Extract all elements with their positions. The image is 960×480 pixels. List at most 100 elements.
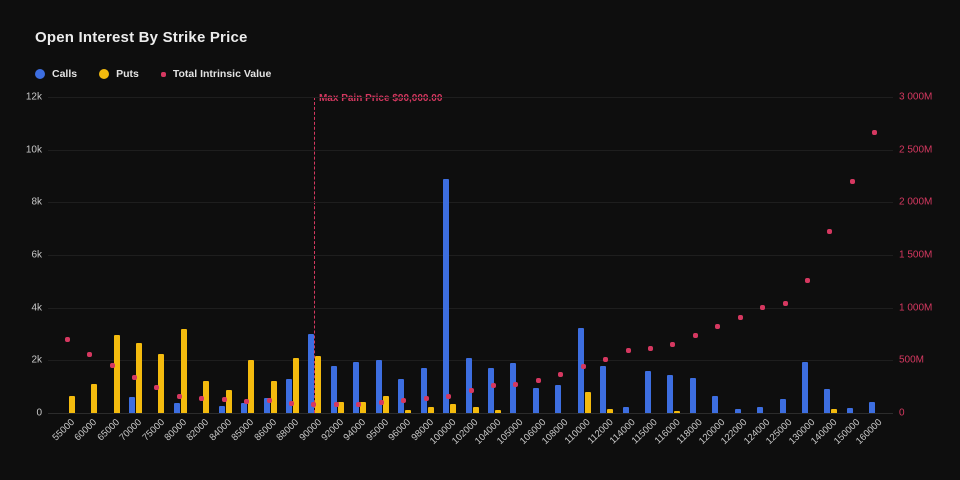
y-axis-tick-label: 2k (31, 354, 42, 366)
calls-bar-130000 (801, 361, 808, 413)
intrinsic-value-point-122000 (737, 314, 743, 320)
x-axis-tick-label: 94000 (341, 417, 369, 444)
calls-bar-90000 (308, 334, 315, 413)
intrinsic-value-point-125000 (782, 300, 788, 306)
calls-bar-98000 (420, 368, 427, 413)
x-axis-tick-label: 95000 (364, 417, 391, 444)
calls-bar-105000 (510, 362, 517, 413)
y-axis-tick-label: 12k (25, 91, 42, 103)
intrinsic-value-point-105000 (513, 381, 519, 387)
intrinsic-value-point-86000 (266, 398, 272, 404)
gridline (48, 255, 893, 256)
intrinsic-value-point-130000 (804, 277, 810, 283)
right-axis-tick-label: 0 (899, 407, 905, 419)
intrinsic-value-point-112000 (603, 356, 609, 362)
calls-bar-102000 (465, 358, 472, 413)
x-axis-tick-label: 55000 (50, 417, 77, 444)
puts-bar-92000 (337, 401, 344, 413)
intrinsic-value-point-120000 (715, 324, 721, 330)
calls-bar-116000 (667, 374, 674, 413)
calls-bar-106000 (532, 387, 539, 413)
calls-bar-125000 (779, 398, 786, 413)
intrinsic-value-point-70000 (132, 375, 137, 381)
max-pain-price-label: Max Pain Price $90,000.00 (318, 93, 443, 104)
right-axis-tick-label: 2 000M (899, 196, 933, 208)
calls-series-icon (35, 69, 45, 79)
intrinsic-value-point-104000 (490, 383, 496, 389)
puts-bar-102000 (472, 406, 479, 413)
puts-bar-75000 (158, 353, 165, 413)
x-axis-tick-label: 65000 (95, 417, 122, 444)
puts-bar-84000 (225, 390, 232, 413)
intrinsic-value-point-102000 (468, 388, 474, 394)
intrinsic-value-point-114000 (625, 348, 631, 354)
puts-bar-55000 (68, 395, 75, 413)
puts-bar-60000 (91, 384, 98, 413)
intrinsic-value-point-115000 (647, 345, 653, 351)
right-axis-tick-label: 500M (899, 354, 925, 366)
calls-bar-118000 (689, 377, 696, 413)
x-axis-tick-label: 85000 (229, 417, 257, 444)
puts-bar-100000 (450, 404, 457, 413)
intrinsic-value-point-160000 (872, 130, 878, 136)
legend-item-puts[interactable]: Puts (99, 68, 139, 80)
legend-item-calls[interactable]: Calls (35, 68, 77, 80)
calls-bar-112000 (600, 365, 607, 413)
y-axis-tick-label: 0 (36, 407, 42, 419)
calls-bar-104000 (487, 368, 494, 413)
gridline (48, 307, 893, 309)
legend-label-total-intrinsic-value: Total Intrinsic Value (172, 68, 272, 80)
calls-bar-95000 (375, 360, 382, 413)
gridline (48, 97, 893, 98)
intrinsic-value-point-90000 (311, 401, 317, 407)
calls-bar-86000 (263, 397, 270, 413)
puts-bar-140000 (831, 409, 838, 413)
intrinsic-value-point-116000 (670, 341, 676, 347)
puts-bar-110000 (584, 391, 591, 413)
x-axis-tick-label: 90000 (296, 417, 324, 444)
y-axis-tick-label: 10k (25, 144, 42, 156)
calls-bar-92000 (330, 366, 337, 413)
legend-item-total-intrinsic-value[interactable]: Total Intrinsic Value (160, 68, 272, 80)
intrinsic-value-point-85000 (244, 398, 250, 404)
puts-series-icon (99, 69, 110, 79)
calls-bar-122000 (734, 409, 741, 413)
calls-bar-88000 (286, 379, 293, 413)
intrinsic-value-point-110000 (580, 364, 586, 370)
intrinsic-value-point-98000 (423, 396, 429, 402)
calls-bar-110000 (577, 327, 584, 413)
x-axis-tick-label: 96000 (386, 417, 414, 444)
calls-bar-120000 (712, 395, 719, 413)
gridline (48, 202, 893, 204)
right-axis-tick-label: 1 000M (899, 302, 933, 314)
right-axis-tick-label: 3 000M (899, 91, 933, 103)
puts-bar-94000 (360, 401, 367, 413)
calls-bar-100000 (443, 178, 450, 413)
right-axis-tick-label: 1 500M (899, 249, 933, 261)
calls-bar-140000 (824, 389, 831, 413)
intrinsic-value-point-88000 (289, 400, 295, 406)
puts-bar-85000 (248, 360, 255, 413)
puts-bar-98000 (427, 407, 434, 413)
legend-label-calls: Calls (52, 68, 78, 80)
chart-title: Open Interest By Strike Price (35, 29, 248, 46)
intrinsic-value-point-60000 (87, 351, 93, 357)
x-axis-tick-label: 86000 (252, 417, 279, 444)
x-axis-tick-label: 75000 (139, 417, 167, 444)
right-axis-tick-label: 2 500M (899, 144, 933, 156)
puts-bar-96000 (405, 409, 412, 413)
intrinsic-value-point-92000 (333, 402, 339, 408)
intrinsic-value-point-55000 (64, 336, 70, 342)
puts-bar-65000 (113, 335, 120, 413)
intrinsic-value-point-96000 (401, 397, 407, 403)
intrinsic-value-point-75000 (154, 385, 160, 391)
chart-legend: Calls Puts Total Intrinsic Value (35, 68, 271, 80)
x-axis-tick-label: 60000 (72, 417, 100, 444)
calls-bar-94000 (353, 361, 360, 413)
puts-bar-112000 (607, 409, 614, 413)
x-axis-tick-label: 92000 (319, 417, 347, 444)
calls-bar-70000 (129, 397, 135, 413)
gridline (48, 413, 893, 414)
calls-bar-124000 (757, 406, 764, 413)
intrinsic-value-point-118000 (692, 332, 698, 338)
